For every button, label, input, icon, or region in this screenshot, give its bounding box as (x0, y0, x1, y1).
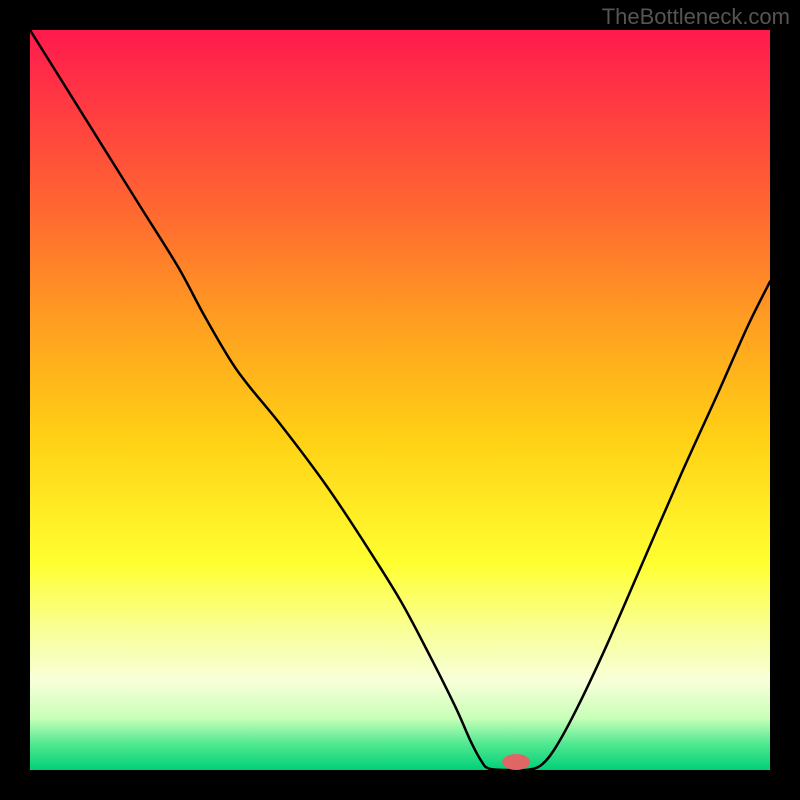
optimum-marker (502, 754, 530, 770)
chart-svg (30, 30, 770, 770)
chart-container: TheBottleneck.com (0, 0, 800, 800)
watermark-text: TheBottleneck.com (602, 4, 790, 30)
plot-area (30, 30, 770, 770)
gradient-background (30, 30, 770, 770)
